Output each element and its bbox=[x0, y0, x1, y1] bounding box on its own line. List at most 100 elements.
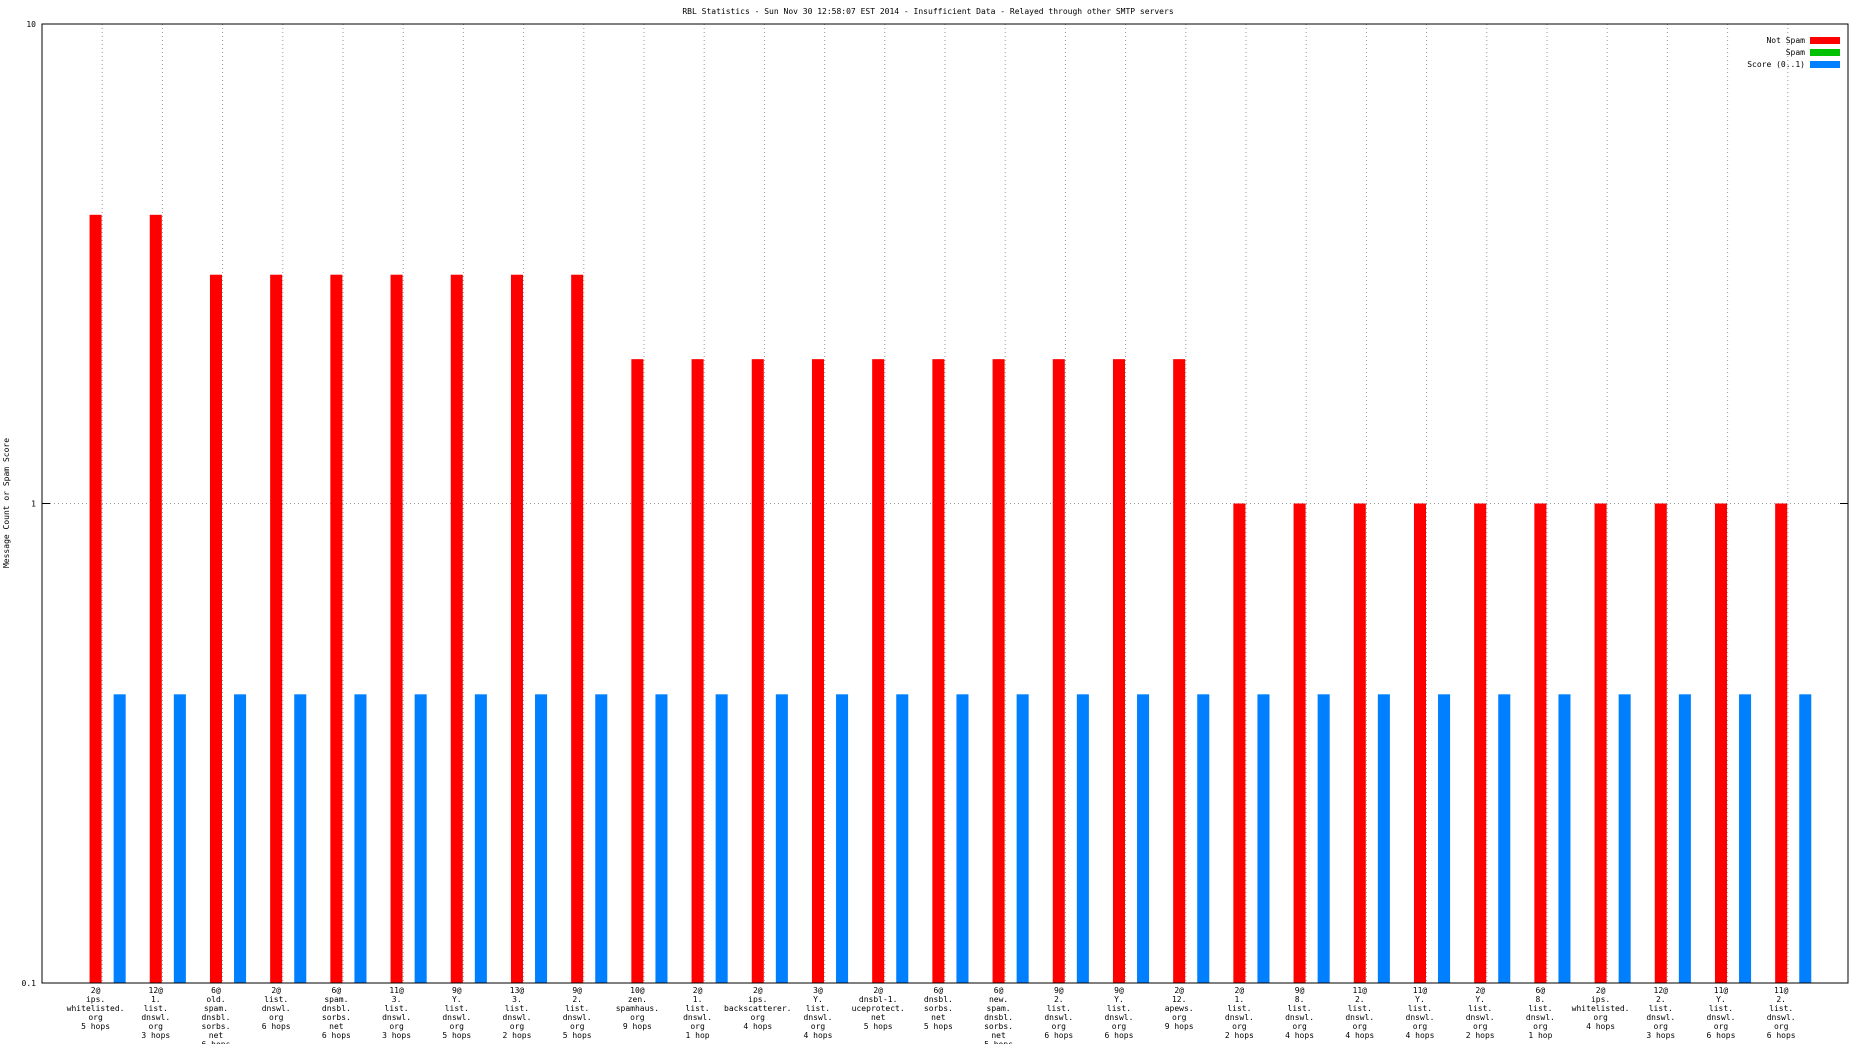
bar bbox=[1112, 359, 1125, 983]
x-tick-label: 2@ ips. whitelisted. org 4 hops bbox=[1572, 986, 1630, 1031]
x-tick-label: 13@ 3. list. dnswl. org 2 hops bbox=[503, 986, 532, 1040]
bar bbox=[1739, 694, 1752, 983]
bar bbox=[149, 214, 162, 983]
x-tick-label: 2@ 1. list. dnswl. org 2 hops bbox=[1225, 986, 1254, 1040]
bar bbox=[1076, 694, 1089, 983]
legend-label: Not Spam bbox=[1766, 36, 1805, 45]
bar bbox=[474, 694, 487, 983]
bar bbox=[1534, 503, 1547, 983]
plot-border bbox=[41, 23, 1849, 984]
bar bbox=[775, 694, 788, 983]
legend-swatch bbox=[1810, 37, 1840, 44]
bar bbox=[414, 694, 427, 983]
bar bbox=[1438, 694, 1451, 983]
bar bbox=[1618, 694, 1631, 983]
bar bbox=[992, 359, 1005, 983]
y-axis-label: Message Count or Spam Score bbox=[2, 438, 11, 568]
x-tick-label: 9@ 8. list. dnswl. org 4 hops bbox=[1285, 986, 1314, 1040]
bar bbox=[330, 274, 343, 984]
x-tick-label: 12@ 2. list. dnswl. org 3 hops bbox=[1646, 986, 1675, 1040]
bar bbox=[715, 694, 728, 983]
x-tick-label: 10@ zen. spamhaus. org 9 hops bbox=[616, 986, 659, 1031]
x-tick-label: 11@ Y. list. dnswl. org 4 hops bbox=[1406, 986, 1435, 1040]
bar bbox=[571, 274, 584, 984]
bar bbox=[1197, 694, 1210, 983]
bar bbox=[1377, 694, 1390, 983]
bar bbox=[751, 359, 764, 983]
bar bbox=[1654, 503, 1667, 983]
bar bbox=[89, 214, 102, 983]
x-tick-label: 3@ Y. list. dnswl. org 4 hops bbox=[804, 986, 833, 1040]
y-tick-label: 10 bbox=[26, 20, 36, 29]
x-tick-label: 2@ ips. whitelisted. org 5 hops bbox=[67, 986, 125, 1031]
bar bbox=[1353, 503, 1366, 983]
x-tick-label: 6@ dnsbl. sorbs. net 5 hops bbox=[924, 986, 953, 1031]
bar bbox=[896, 694, 909, 983]
x-tick-label: 9@ 2. list. dnswl. org 6 hops bbox=[1044, 986, 1073, 1040]
bar bbox=[234, 694, 247, 983]
x-tick-label: 2@ ips. backscatterer. org 4 hops bbox=[724, 986, 791, 1031]
bar bbox=[1317, 694, 1330, 983]
bar bbox=[956, 694, 969, 983]
bar bbox=[1714, 503, 1727, 983]
bar bbox=[354, 694, 367, 983]
x-tick-label: 12@ 1. list. dnswl. org 3 hops bbox=[141, 986, 170, 1040]
y-tick-label: 1 bbox=[31, 500, 36, 509]
bar bbox=[209, 274, 222, 984]
bar bbox=[270, 274, 283, 984]
bar bbox=[113, 694, 126, 983]
legend-swatch bbox=[1810, 61, 1840, 68]
legend-swatch bbox=[1810, 49, 1840, 56]
x-tick-label: 2@ Y. list. dnswl. org 2 hops bbox=[1466, 986, 1495, 1040]
bar bbox=[535, 694, 548, 983]
bar bbox=[1678, 694, 1691, 983]
bar bbox=[1498, 694, 1511, 983]
legend-label: Spam bbox=[1786, 48, 1805, 57]
bar bbox=[1233, 503, 1246, 983]
y-tick-label: 0.1 bbox=[22, 979, 37, 988]
bar bbox=[510, 274, 523, 984]
bar bbox=[1016, 694, 1029, 983]
bar bbox=[1594, 503, 1607, 983]
x-tick-label: 2@ 1. list. dnswl. org 1 hop bbox=[683, 986, 712, 1040]
bar bbox=[631, 359, 644, 983]
chart-title: RBL Statistics - Sun Nov 30 12:58:07 EST… bbox=[682, 7, 1173, 16]
bar bbox=[1257, 694, 1270, 983]
bar bbox=[1558, 694, 1571, 983]
x-tick-label: 11@ 2. list. dnswl. org 4 hops bbox=[1345, 986, 1374, 1040]
bar bbox=[1413, 503, 1426, 983]
bar bbox=[173, 694, 186, 983]
bar bbox=[1293, 503, 1306, 983]
bar bbox=[294, 694, 307, 983]
x-tick-label: 11@ 3. list. dnswl. org 3 hops bbox=[382, 986, 411, 1040]
bar bbox=[1137, 694, 1150, 983]
bar bbox=[811, 359, 824, 983]
bar bbox=[450, 274, 463, 984]
x-tick-label: 2@ list. dnswl. org 6 hops bbox=[262, 986, 291, 1031]
legend-label: Score (0..1) bbox=[1747, 60, 1805, 69]
bar bbox=[390, 274, 403, 984]
bar bbox=[1799, 694, 1812, 983]
x-tick-label: 6@ spam. dnsbl. sorbs. net 6 hops bbox=[322, 986, 351, 1040]
bar bbox=[1052, 359, 1065, 983]
x-tick-label: 11@ 2. list. dnswl. org 6 hops bbox=[1767, 986, 1796, 1040]
bar bbox=[1173, 359, 1186, 983]
x-tick-label: 9@ 2. list. dnswl. org 5 hops bbox=[563, 986, 592, 1040]
bar bbox=[691, 359, 704, 983]
bar bbox=[932, 359, 945, 983]
x-tick-label: 9@ Y. list. dnswl. org 6 hops bbox=[1105, 986, 1134, 1040]
x-tick-label: 6@ 8. list. dnswl. org 1 hop bbox=[1526, 986, 1555, 1040]
x-tick-label: 2@ 12. apews. org 9 hops bbox=[1165, 986, 1194, 1031]
bar bbox=[1474, 503, 1487, 983]
bar bbox=[872, 359, 885, 983]
bar bbox=[595, 694, 608, 983]
x-tick-label: 11@ Y. list. dnswl. org 6 hops bbox=[1707, 986, 1736, 1040]
bar bbox=[836, 694, 849, 983]
bar bbox=[1775, 503, 1788, 983]
x-tick-label: 2@ dnsbl-1. uceprotect. net 5 hops bbox=[852, 986, 905, 1031]
x-tick-label: 9@ Y. list. dnswl. org 5 hops bbox=[442, 986, 471, 1040]
bar bbox=[655, 694, 668, 983]
